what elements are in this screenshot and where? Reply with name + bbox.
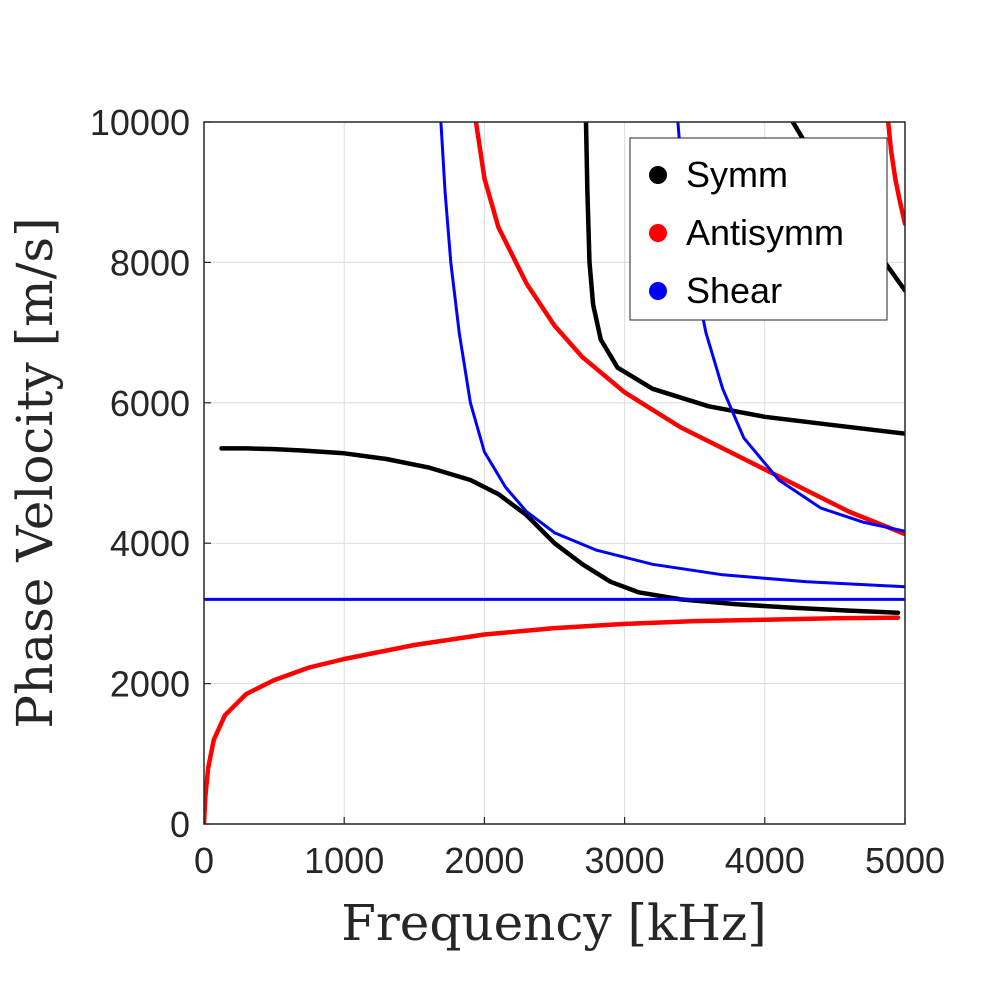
- x-tick-label: 2000: [444, 840, 524, 881]
- y-tick-label: 2000: [110, 664, 190, 705]
- antisymm-legend-marker: [649, 224, 667, 242]
- y-tick-label: 4000: [110, 523, 190, 564]
- symm-mode-curve: [583, 122, 905, 436]
- legend-box: [629, 137, 888, 321]
- x-tick-label: 1000: [304, 840, 384, 881]
- y-tick-label: 0: [170, 804, 190, 845]
- x-tick-label: 0: [194, 840, 214, 881]
- x-tick-label: 3000: [585, 840, 665, 881]
- y-tick-label: 8000: [110, 242, 190, 283]
- shear-mode-curve: [439, 122, 905, 589]
- axes-box: [203, 121, 906, 825]
- y-tick-label: 6000: [110, 383, 190, 424]
- symm-mode-curve: [219, 446, 901, 615]
- antisymm-legend-label: Antisymm: [686, 212, 844, 253]
- legend: Symm Antisymm Shear: [629, 137, 888, 321]
- shear-legend-marker: [649, 282, 667, 300]
- symm-legend-label: Symm: [686, 154, 788, 195]
- y-tick-label: 10000: [90, 102, 190, 143]
- x-tick-label: 5000: [865, 840, 945, 881]
- tick-labels: 0 1000 2000 3000 4000 5000 0 2000 4000 6000 8000 10…: [90, 102, 945, 881]
- antisymm-mode-curve: [885, 122, 905, 227]
- antisymm-mode-curve: [204, 615, 901, 824]
- symm-legend-marker: [649, 166, 667, 184]
- y-axis-title: Phase Velocity [m/s]: [6, 217, 64, 728]
- x-axis-title: Frequency [kHz]: [341, 894, 767, 952]
- shear-legend-label: Shear: [686, 270, 782, 311]
- x-tick-label: 4000: [725, 840, 805, 881]
- antisymm-mode-curve: [473, 122, 905, 537]
